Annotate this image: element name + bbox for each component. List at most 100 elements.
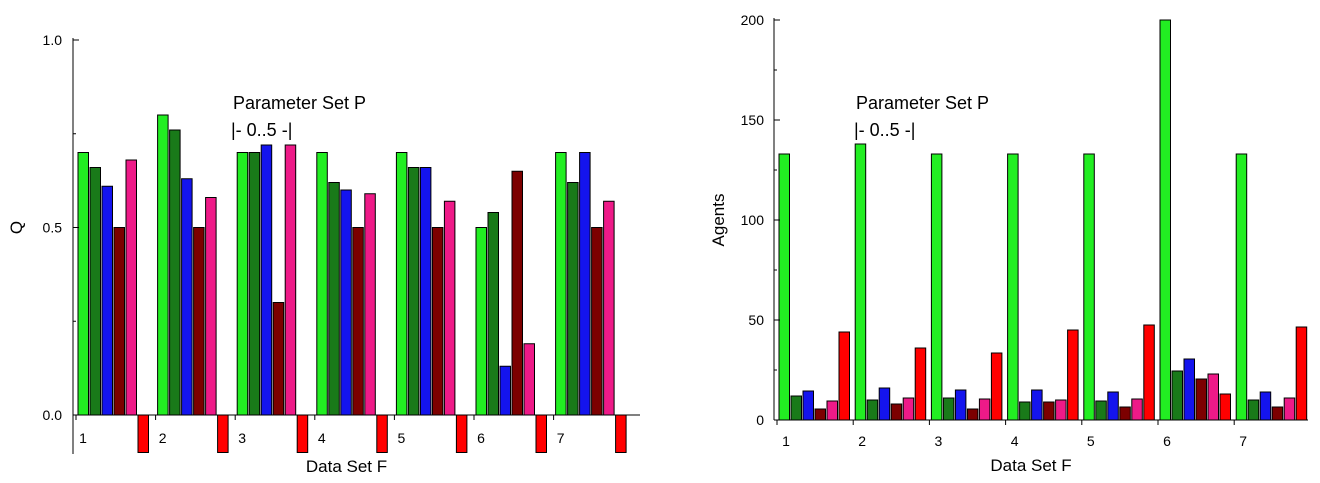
bar-dark_red-set-3 (966, 408, 979, 421)
bar-light_green-set-5 (1083, 153, 1095, 421)
x-tick-label: 4 (318, 430, 326, 446)
bar-dark_green-set-6 (1171, 370, 1183, 421)
y-axis-title: Agents (709, 194, 728, 247)
bar-dark_green-set-5 (1095, 400, 1107, 421)
bar-light_green-set-6 (1159, 19, 1171, 421)
bar-pink-set-3 (284, 144, 297, 416)
y-tick-label: 50 (748, 312, 764, 328)
bar-blue-set-1 (101, 185, 113, 416)
bar-light_green-set-6 (475, 227, 487, 416)
bar-red-set-3 (296, 414, 309, 453)
bar-red-set-6 (535, 414, 547, 453)
bar-dark_green-set-2 (169, 129, 181, 416)
annotation-range: |- 0..5 -| (231, 120, 292, 140)
bar-dark_red-set-7 (591, 227, 603, 416)
bar-light_green-set-5 (395, 152, 408, 416)
bar-pink-set-5 (1131, 398, 1143, 421)
x-axis-title: Data Set F (990, 456, 1071, 475)
bar-light_green-set-1 (778, 153, 790, 421)
bar-light_green-set-2 (157, 114, 169, 416)
annotation-range: |- 0..5 -| (854, 120, 915, 140)
bar-dark_green-set-7 (1247, 399, 1260, 421)
bar-dark_red-set-2 (890, 403, 903, 421)
x-tick-label: 2 (858, 433, 866, 449)
bar-dark_green-set-3 (942, 397, 955, 421)
bar-blue-set-2 (181, 178, 193, 416)
annotation-title: Parameter Set P (233, 93, 366, 113)
bar-blue-set-7 (1259, 391, 1272, 421)
bar-blue-set-6 (499, 365, 511, 416)
x-tick-label: 2 (159, 430, 167, 446)
y-axis-title: Q (7, 221, 26, 234)
x-tick-label: 1 (782, 433, 790, 449)
bar-dark_red-set-5 (1119, 406, 1131, 421)
bar-blue-set-4 (1031, 389, 1043, 421)
bar-pink-set-3 (978, 398, 991, 421)
bar-red-set-3 (990, 352, 1003, 421)
bar-blue-set-1 (802, 390, 814, 421)
bar-red-set-4 (376, 414, 388, 453)
chart-1: 0.0 0.5 1.0 1 2 3 4 5 6 7 Data Set F Q Parameter Set… (7, 32, 640, 476)
bar-pink-set-6 (523, 343, 535, 416)
bar-light_green-set-3 (236, 152, 249, 416)
bar-dark_red-set-5 (431, 227, 444, 416)
bar-light_green-set-7 (555, 152, 567, 416)
bar-dark_green-set-7 (567, 182, 579, 416)
x-tick-label: 6 (477, 430, 485, 446)
bar-pink-set-4 (1055, 399, 1067, 421)
bar-blue-set-2 (878, 387, 891, 421)
bar-dark_red-set-1 (113, 227, 125, 416)
bar-dark_green-set-5 (407, 167, 420, 416)
bar-pink-set-1 (125, 159, 137, 416)
bar-red-set-4 (1067, 329, 1079, 421)
x-tick-label: 3 (238, 430, 246, 446)
bar-red-set-7 (615, 414, 627, 453)
bar-red-set-2 (217, 414, 229, 453)
bar-pink-set-5 (443, 200, 456, 416)
x-tick-label: 4 (1011, 433, 1019, 449)
bar-blue-set-5 (419, 167, 432, 416)
bar-dark_red-set-4 (1043, 401, 1055, 421)
y-tick-label: 0.0 (43, 407, 63, 423)
bar-blue-set-7 (579, 152, 591, 416)
bar-pink-set-7 (603, 200, 615, 416)
bar-pink-set-6 (1207, 373, 1219, 421)
bar-light_green-set-4 (316, 152, 328, 416)
bar-pink-set-2 (205, 197, 217, 416)
bar-dark_red-set-6 (511, 170, 523, 416)
bar-dark_green-set-1 (790, 395, 802, 421)
bar-pink-set-1 (826, 400, 838, 421)
bar-pink-set-4 (364, 193, 376, 416)
bar-red-set-6 (1219, 393, 1231, 421)
y-tick-label: 200 (741, 12, 765, 28)
bar-light_green-set-3 (930, 153, 943, 421)
bar-red-set-1 (137, 414, 149, 453)
x-axis-title: Data Set F (306, 457, 387, 476)
bar-red-set-1 (838, 331, 850, 421)
bar-blue-set-5 (1107, 391, 1119, 421)
bar-dark_green-set-4 (1019, 401, 1031, 421)
bar-red-set-7 (1295, 326, 1308, 421)
x-tick-label: 5 (1087, 433, 1095, 449)
y-tick-label: 1.0 (43, 32, 63, 48)
bar-dark_red-set-2 (193, 227, 205, 416)
bar-dark_red-set-7 (1271, 406, 1284, 421)
x-tick-label: 7 (557, 430, 565, 446)
bar-dark_green-set-2 (866, 399, 879, 421)
bar-blue-set-4 (340, 189, 352, 416)
x-tick-label: 7 (1239, 433, 1247, 449)
x-tick-label: 3 (935, 433, 943, 449)
bar-red-set-5 (455, 414, 468, 453)
x-tick-label: 6 (1163, 433, 1171, 449)
bar-dark_red-set-4 (352, 227, 364, 416)
bar-dark_red-set-1 (814, 408, 826, 421)
bar-red-set-2 (914, 347, 927, 421)
chart-2: 0 50 100 150 200 1 2 3 4 5 6 7 Data Set F Agents Param… (709, 12, 1308, 475)
bar-pink-set-2 (902, 397, 915, 421)
bar-light_green-set-2 (854, 143, 867, 421)
bar-dark_red-set-3 (272, 302, 285, 416)
x-tick-label: 5 (398, 430, 406, 446)
x-tick-label: 1 (79, 430, 87, 446)
bar-dark_green-set-3 (248, 152, 261, 416)
